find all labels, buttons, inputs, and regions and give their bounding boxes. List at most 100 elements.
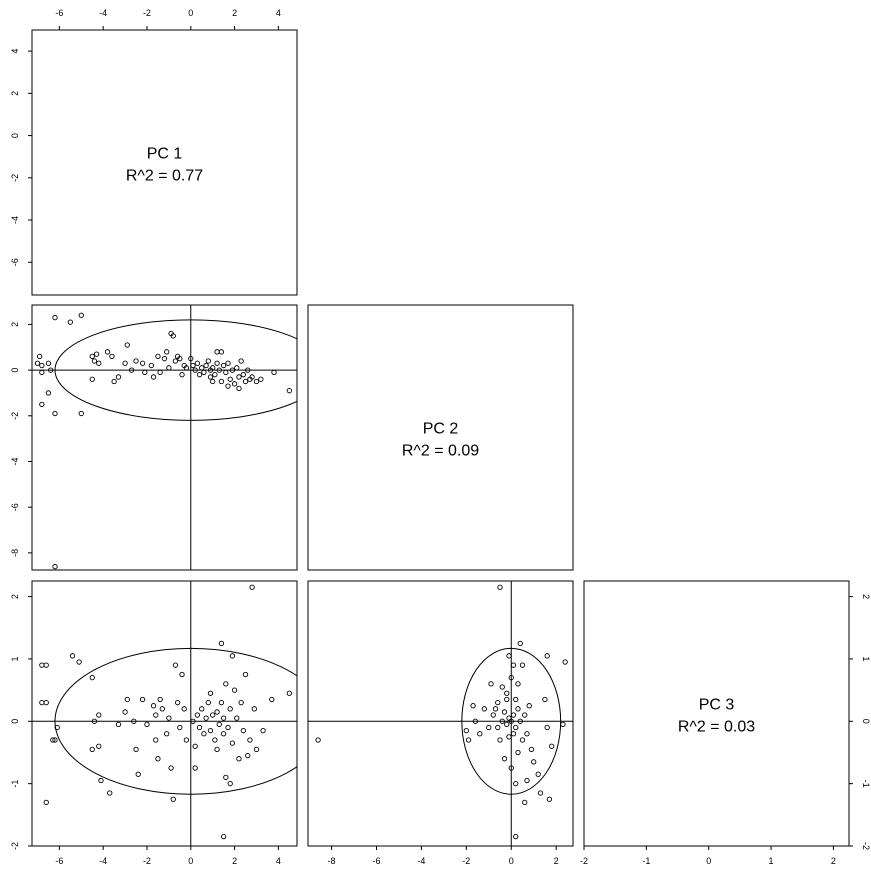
data-point (522, 712, 528, 718)
data-point (463, 727, 469, 734)
data-point (524, 777, 530, 784)
data-point (153, 737, 159, 743)
data-point (508, 674, 514, 681)
data-point (249, 374, 255, 380)
data-point (142, 369, 148, 376)
data-point (124, 696, 130, 703)
tick-label: -2 (861, 842, 871, 850)
diagonal-r2-pc1: R^2 = 0.77 (126, 168, 203, 185)
data-point (481, 706, 487, 712)
diagonal-r2-pc3: R^2 = 0.03 (678, 719, 755, 736)
data-point (52, 737, 58, 743)
scatter-pc1-vs-pc3 (32, 581, 297, 846)
data-point (172, 358, 179, 364)
data-point (258, 376, 264, 382)
data-point (477, 731, 483, 737)
data-point (526, 703, 532, 709)
data-point (199, 365, 205, 371)
data-point (39, 699, 45, 706)
data-point (166, 715, 172, 721)
data-point (170, 796, 176, 802)
data-point (510, 731, 517, 737)
data-point (39, 662, 45, 668)
data-point (115, 721, 122, 728)
data-point (43, 662, 49, 668)
data-point (39, 401, 45, 408)
data-point (174, 699, 181, 706)
data-point (216, 721, 222, 728)
data-point (133, 358, 139, 364)
data-point (247, 737, 253, 743)
data-point (196, 724, 203, 731)
data-point (517, 640, 523, 647)
data-point (220, 833, 227, 840)
tick-label: 2 (554, 856, 559, 866)
data-point (109, 353, 115, 360)
tick-label: -8 (10, 549, 20, 557)
data-point (504, 696, 510, 703)
data-point (199, 706, 205, 712)
data-point (183, 737, 190, 743)
data-point (150, 374, 157, 380)
data-point (52, 563, 58, 570)
panel-pc3-diagonal (583, 580, 850, 847)
confidence-ellipse (54, 647, 297, 795)
data-point (218, 699, 225, 706)
data-point (501, 709, 508, 715)
data-point (269, 696, 275, 703)
data-point (253, 746, 260, 753)
data-point (124, 342, 130, 348)
data-point (286, 388, 292, 394)
data-point (179, 372, 185, 378)
data-point (205, 358, 211, 364)
data-point (139, 360, 146, 366)
data-point (513, 780, 519, 787)
data-point (210, 712, 216, 718)
data-point (470, 703, 476, 709)
data-point (231, 687, 238, 693)
data-point (251, 706, 257, 712)
data-point (218, 378, 225, 385)
tick-label: 2 (10, 594, 20, 599)
data-point (227, 780, 233, 787)
tick-label: 0 (10, 719, 20, 724)
data-point (196, 372, 203, 378)
data-point (234, 365, 240, 371)
data-point (54, 724, 60, 731)
data-point (78, 312, 84, 318)
data-point (497, 737, 503, 743)
data-point (190, 362, 196, 369)
data-point (223, 369, 229, 376)
data-point (544, 724, 550, 731)
data-point (78, 410, 84, 417)
data-point (207, 367, 214, 373)
data-point (67, 319, 73, 325)
data-point (45, 360, 52, 366)
data-point (201, 731, 207, 737)
tick-label: 2 (232, 856, 237, 866)
data-point (242, 671, 249, 678)
data-point (544, 653, 550, 659)
data-point (153, 712, 159, 718)
data-point (225, 360, 231, 366)
data-point (192, 743, 198, 749)
data-point (499, 718, 505, 724)
data-point (192, 367, 198, 373)
diagonal-label-pc3: PC 3 (699, 697, 735, 714)
tick-label: -4 (10, 457, 20, 465)
data-point (203, 362, 209, 369)
data-point (115, 374, 122, 380)
tick-label: -8 (328, 856, 336, 866)
data-point (537, 790, 544, 796)
data-point (214, 746, 220, 753)
data-point (190, 718, 196, 724)
data-point (159, 706, 165, 712)
data-point (179, 671, 185, 678)
tick-label: 2 (861, 594, 871, 599)
tick-label: -2 (10, 174, 20, 182)
tick-label: 2 (232, 8, 237, 18)
data-point (201, 369, 207, 376)
data-point (131, 718, 137, 724)
data-point (223, 681, 229, 687)
data-point (203, 715, 209, 721)
